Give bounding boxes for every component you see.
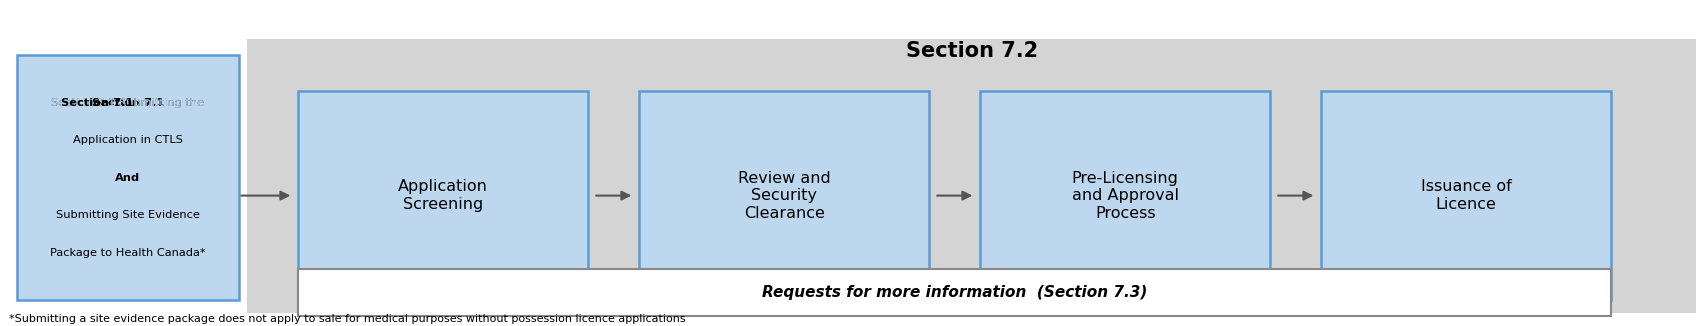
- Text: Package to Health Canada*: Package to Health Canada*: [49, 248, 206, 258]
- Text: Section 7.1: Section 7.1: [61, 98, 133, 108]
- FancyBboxPatch shape: [298, 269, 1611, 316]
- FancyBboxPatch shape: [247, 39, 1696, 313]
- FancyBboxPatch shape: [639, 91, 929, 300]
- Text: Section 7.2: Section 7.2: [905, 40, 1038, 61]
- Text: Review and
Security
Clearance: Review and Security Clearance: [738, 171, 830, 220]
- Text: Pre-Licensing
and Approval
Process: Pre-Licensing and Approval Process: [1072, 171, 1178, 220]
- Text: Section 7.1 Submitting the: Section 7.1 Submitting the: [51, 98, 205, 108]
- FancyBboxPatch shape: [298, 91, 588, 300]
- Text: Issuance of
Licence: Issuance of Licence: [1420, 179, 1512, 212]
- Text: Requests for more information  (Section 7.3): Requests for more information (Section 7…: [762, 285, 1147, 300]
- FancyBboxPatch shape: [980, 91, 1270, 300]
- Text: And: And: [116, 173, 140, 183]
- Text: Application
Screening: Application Screening: [399, 179, 488, 212]
- FancyBboxPatch shape: [17, 55, 239, 300]
- Text: Application in CTLS: Application in CTLS: [73, 135, 182, 145]
- Text: *Submitting a site evidence package does not apply to sale for medical purposes : *Submitting a site evidence package does…: [9, 314, 685, 324]
- Text: Section 7.1 Submitting the: Section 7.1 Submitting the: [51, 98, 205, 108]
- Text: Section 7.1: Section 7.1: [92, 98, 164, 108]
- FancyBboxPatch shape: [1321, 91, 1611, 300]
- Text: Submitting Site Evidence: Submitting Site Evidence: [56, 210, 199, 220]
